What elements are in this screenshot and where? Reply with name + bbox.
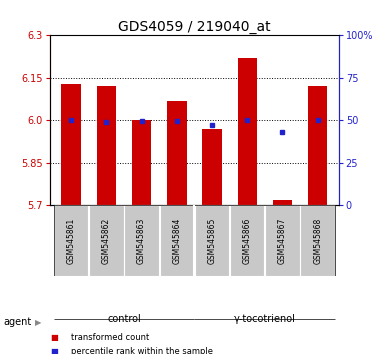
Text: control: control — [107, 314, 141, 324]
Text: GSM545868: GSM545868 — [313, 218, 322, 264]
Text: percentile rank within the sample: percentile rank within the sample — [71, 347, 213, 354]
Bar — [132, 120, 151, 205]
Bar — [273, 200, 292, 205]
Bar — [54, 205, 89, 276]
Text: GSM545861: GSM545861 — [67, 218, 76, 264]
Bar — [62, 84, 81, 205]
Text: γ-tocotrienol: γ-tocotrienol — [234, 314, 296, 324]
Title: GDS4059 / 219040_at: GDS4059 / 219040_at — [118, 21, 271, 34]
Bar — [159, 205, 194, 276]
Bar — [89, 205, 124, 276]
Text: ■: ■ — [50, 333, 58, 342]
Text: GSM545866: GSM545866 — [243, 217, 252, 264]
Bar — [265, 205, 300, 276]
Text: ■: ■ — [50, 347, 58, 354]
Bar — [195, 205, 229, 276]
Bar — [167, 101, 186, 205]
Text: GSM545862: GSM545862 — [102, 218, 111, 264]
Text: GSM545865: GSM545865 — [208, 217, 216, 264]
Bar — [230, 205, 264, 276]
Bar — [308, 86, 327, 205]
Text: agent: agent — [4, 317, 32, 327]
Bar — [124, 205, 159, 276]
Bar — [300, 205, 335, 276]
Text: GSM545864: GSM545864 — [172, 217, 181, 264]
Bar — [203, 129, 222, 205]
Text: transformed count: transformed count — [71, 333, 149, 342]
Text: GSM545867: GSM545867 — [278, 217, 287, 264]
Bar — [238, 58, 257, 205]
Text: GSM545863: GSM545863 — [137, 217, 146, 264]
Text: ▶: ▶ — [35, 318, 41, 327]
Bar — [97, 86, 116, 205]
